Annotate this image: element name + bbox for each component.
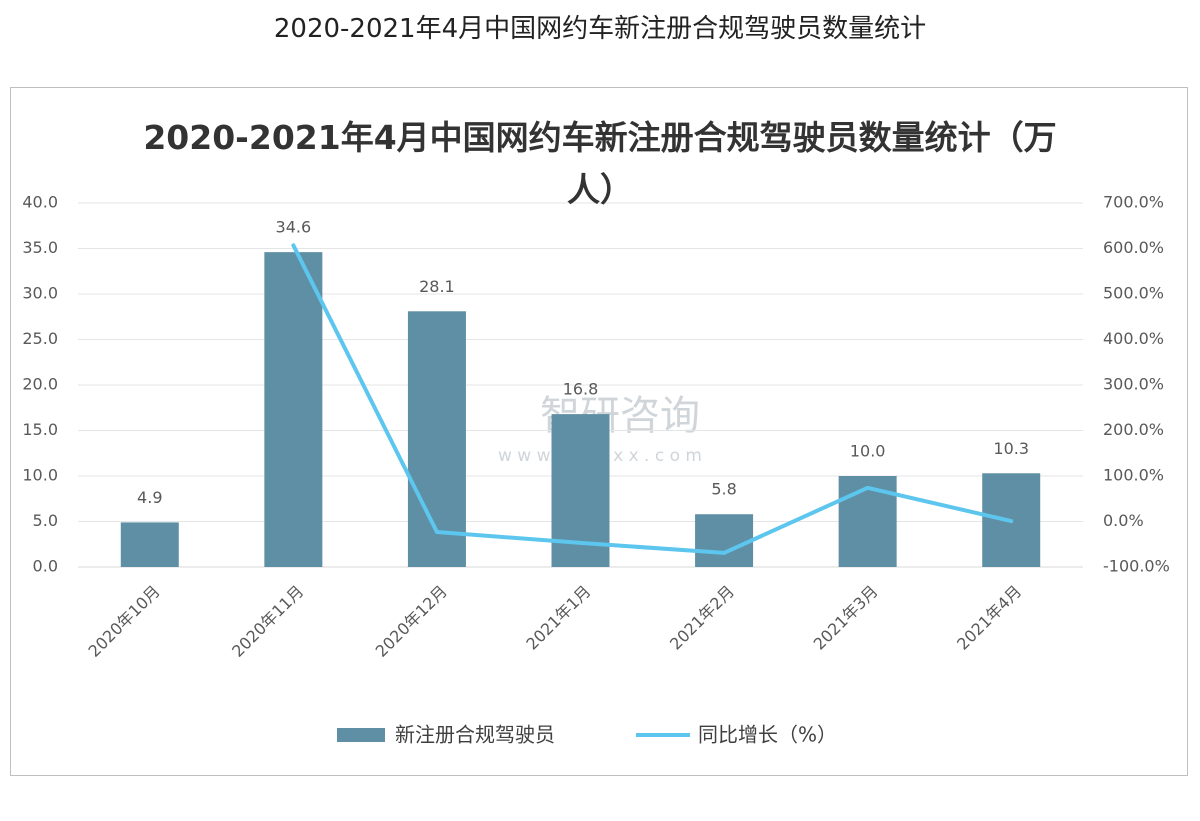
y-tick-label: 35.0 [22, 238, 58, 257]
x-tick-label: 2020年10月 [85, 582, 164, 661]
x-tick-label: 2020年12月 [372, 582, 451, 661]
value-label: 4.9 [137, 488, 162, 507]
y-tick-label: 20.0 [22, 375, 58, 394]
y2-tick-label: 300.0% [1103, 375, 1164, 394]
chart-frame [10, 87, 1188, 776]
y2-tick-label: 700.0% [1103, 193, 1164, 212]
y-tick-label: 30.0 [22, 284, 58, 303]
y-tick-label: 0.0 [33, 557, 58, 576]
value-label: 34.6 [276, 218, 312, 237]
legend-swatch [337, 728, 385, 742]
bar [120, 522, 179, 567]
value-label: 16.8 [563, 380, 599, 399]
chart-title: 2020-2021年4月中国网约车新注册合规驾驶员数量统计（万人） [143, 118, 1057, 209]
value-label: 10.0 [850, 442, 886, 461]
page-title: 2020-2021年4月中国网约车新注册合规驾驶员数量统计 [273, 14, 927, 44]
bar [407, 311, 466, 567]
y-tick-label: 25.0 [22, 329, 58, 348]
value-label: 10.3 [993, 439, 1029, 458]
bar [264, 252, 323, 567]
y-tick-label: 10.0 [22, 466, 58, 485]
value-label: 5.8 [711, 480, 736, 499]
y-tick-label: 15.0 [22, 420, 58, 439]
x-tick-label: 2021年1月 [522, 582, 594, 654]
y2-tick-label: 500.0% [1103, 284, 1164, 303]
legend-label: 同比增长（%） [698, 723, 837, 747]
y2-tick-label: 400.0% [1103, 329, 1164, 348]
y-tick-label: 5.0 [33, 511, 58, 530]
y2-tick-label: -100.0% [1103, 557, 1170, 576]
value-label: 28.1 [419, 277, 455, 296]
x-tick-label: 2021年2月 [666, 582, 738, 654]
legend-label: 新注册合规驾驶员 [395, 723, 555, 747]
bar [695, 514, 754, 567]
x-tick-label: 2021年3月 [810, 582, 882, 654]
line [291, 243, 1014, 555]
x-tick-label: 2020年11月 [228, 582, 307, 661]
y-tick-label: 40.0 [22, 193, 58, 212]
y2-tick-label: 0.0% [1103, 511, 1144, 530]
x-tick-label: 2021年4月 [953, 582, 1025, 654]
y2-tick-label: 200.0% [1103, 420, 1164, 439]
y2-tick-label: 600.0% [1103, 238, 1164, 257]
y2-tick-label: 100.0% [1103, 466, 1164, 485]
